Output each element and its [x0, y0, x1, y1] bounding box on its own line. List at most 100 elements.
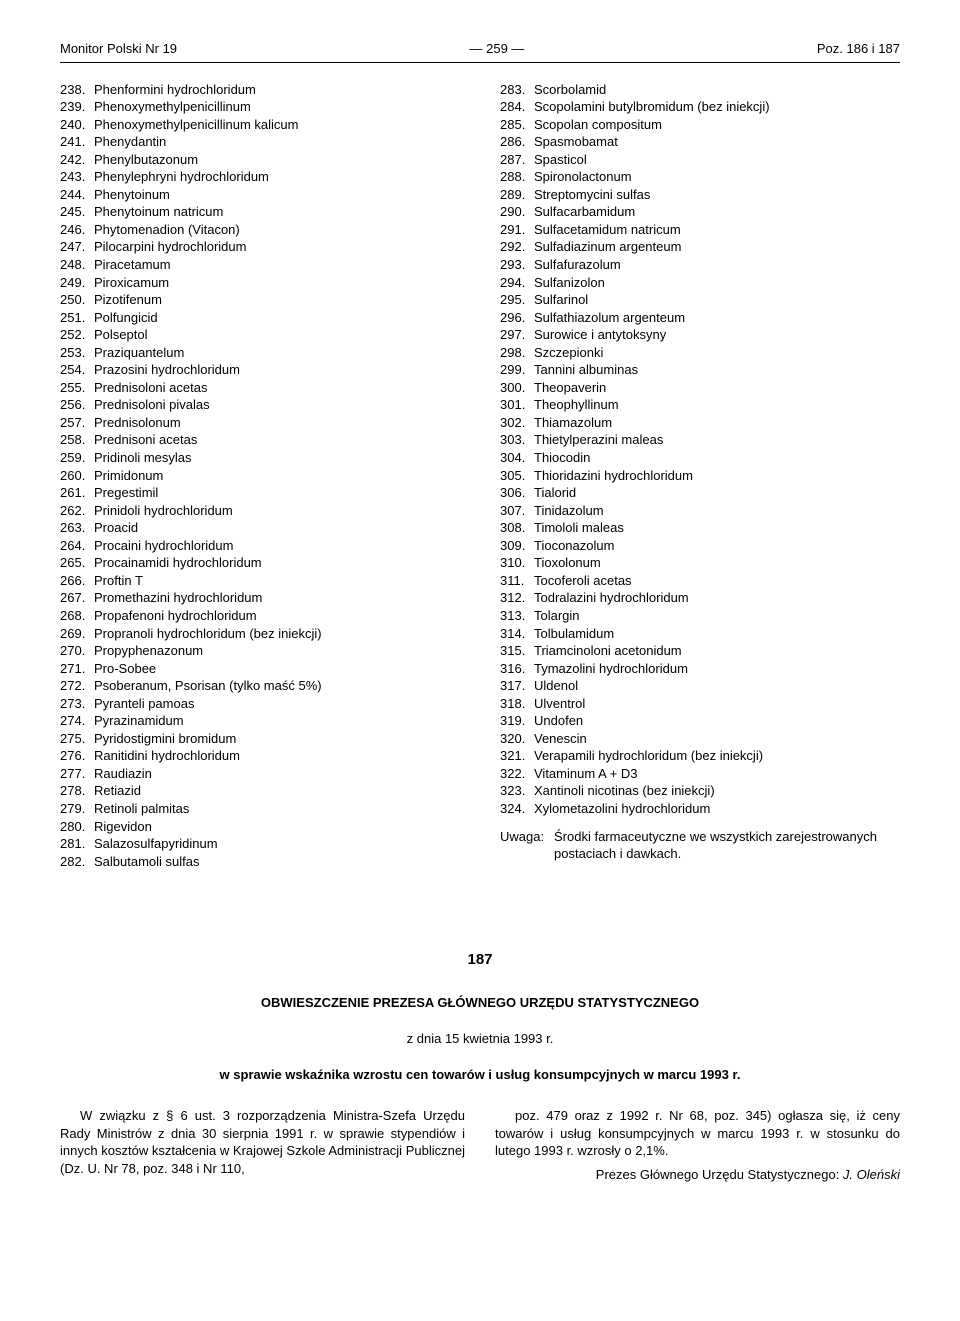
item-text: Prinidoli hydrochloridum: [94, 502, 233, 520]
list-item: 314.Tolbulamidum: [500, 625, 900, 643]
item-number: 296.: [500, 309, 534, 327]
list-item: 304.Thiocodin: [500, 449, 900, 467]
item-text: Thietylperazini maleas: [534, 431, 663, 449]
item-text: Sulfanizolon: [534, 274, 605, 292]
item-text: Proftin T: [94, 572, 143, 590]
item-text: Sulfacetamidum natricum: [534, 221, 681, 239]
list-item: 307.Tinidazolum: [500, 502, 900, 520]
list-item: 315.Triamcinoloni acetonidum: [500, 642, 900, 660]
item-number: 242.: [60, 151, 94, 169]
list-item: 240.Phenoxymethylpenicillinum kalicum: [60, 116, 460, 134]
item-text: Xylometazolini hydrochloridum: [534, 800, 710, 818]
list-item: 289.Streptomycini sulfas: [500, 186, 900, 204]
item-number: 262.: [60, 502, 94, 520]
item-text: Salbutamoli sulfas: [94, 853, 200, 871]
item-text: Phenytoinum natricum: [94, 203, 223, 221]
section-title: OBWIESZCZENIE PREZESA GŁÓWNEGO URZĘDU ST…: [60, 994, 900, 1012]
item-text: Propafenoni hydrochloridum: [94, 607, 257, 625]
list-item: 259.Pridinoli mesylas: [60, 449, 460, 467]
list-columns: 238.Phenformini hydrochloridum239.Phenox…: [60, 81, 900, 871]
list-item: 301.Theophyllinum: [500, 396, 900, 414]
item-number: 317.: [500, 677, 534, 695]
item-text: Pro-Sobee: [94, 660, 156, 678]
item-text: Thiocodin: [534, 449, 590, 467]
item-text: Sulfarinol: [534, 291, 588, 309]
item-number: 295.: [500, 291, 534, 309]
list-item: 242.Phenylbutazonum: [60, 151, 460, 169]
list-item: 297.Surowice i antytoksyny: [500, 326, 900, 344]
list-item: 292.Sulfadiazinum argenteum: [500, 238, 900, 256]
list-item: 252.Polseptol: [60, 326, 460, 344]
item-number: 244.: [60, 186, 94, 204]
item-text: Phenformini hydrochloridum: [94, 81, 256, 99]
item-number: 298.: [500, 344, 534, 362]
header-left: Monitor Polski Nr 19: [60, 40, 177, 58]
item-text: Sulfathiazolum argenteum: [534, 309, 685, 327]
list-item: 311.Tocoferoli acetas: [500, 572, 900, 590]
list-item: 253.Praziquantelum: [60, 344, 460, 362]
item-text: Ranitidini hydrochloridum: [94, 747, 240, 765]
list-item: 283.Scorbolamid: [500, 81, 900, 99]
item-number: 291.: [500, 221, 534, 239]
item-number: 302.: [500, 414, 534, 432]
item-number: 309.: [500, 537, 534, 555]
item-number: 241.: [60, 133, 94, 151]
item-text: Promethazini hydrochloridum: [94, 589, 262, 607]
item-number: 311.: [500, 572, 534, 590]
list-item: 280.Rigevidon: [60, 818, 460, 836]
item-text: Phenoxymethylpenicillinum kalicum: [94, 116, 298, 134]
item-number: 290.: [500, 203, 534, 221]
item-number: 263.: [60, 519, 94, 537]
item-number: 251.: [60, 309, 94, 327]
list-item: 322.Vitaminum A + D3: [500, 765, 900, 783]
list-item: 305.Thioridazini hydrochloridum: [500, 467, 900, 485]
item-number: 319.: [500, 712, 534, 730]
list-item: 306.Tialorid: [500, 484, 900, 502]
item-text: Tioxolonum: [534, 554, 601, 572]
item-number: 271.: [60, 660, 94, 678]
item-number: 270.: [60, 642, 94, 660]
item-text: Theophyllinum: [534, 396, 619, 414]
list-item: 317.Uldenol: [500, 677, 900, 695]
item-number: 257.: [60, 414, 94, 432]
item-number: 239.: [60, 98, 94, 116]
list-item: 319.Undofen: [500, 712, 900, 730]
item-text: Tymazolini hydrochloridum: [534, 660, 688, 678]
list-item: 288.Spironolactonum: [500, 168, 900, 186]
body-left-text: W związku z § 6 ust. 3 rozporządzenia Mi…: [60, 1107, 465, 1177]
list-item: 260.Primidonum: [60, 467, 460, 485]
item-number: 249.: [60, 274, 94, 292]
item-text: Prednisoni acetas: [94, 431, 197, 449]
list-item: 323.Xantinoli nicotinas (bez iniekcji): [500, 782, 900, 800]
list-item: 277.Raudiazin: [60, 765, 460, 783]
list-column-left: 238.Phenformini hydrochloridum239.Phenox…: [60, 81, 460, 871]
list-item: 255.Prednisoloni acetas: [60, 379, 460, 397]
item-text: Sulfafurazolum: [534, 256, 621, 274]
item-text: Polseptol: [94, 326, 147, 344]
list-item: 303.Thietylperazini maleas: [500, 431, 900, 449]
list-item: 250.Pizotifenum: [60, 291, 460, 309]
item-text: Scorbolamid: [534, 81, 606, 99]
list-item: 258.Prednisoni acetas: [60, 431, 460, 449]
item-number: 250.: [60, 291, 94, 309]
item-text: Raudiazin: [94, 765, 152, 783]
item-text: Sulfadiazinum argenteum: [534, 238, 681, 256]
list-item: 308.Timololi maleas: [500, 519, 900, 537]
list-item: 279.Retinoli palmitas: [60, 800, 460, 818]
list-item: 318.Ulventrol: [500, 695, 900, 713]
item-number: 258.: [60, 431, 94, 449]
list-item: 285.Scopolan compositum: [500, 116, 900, 134]
item-number: 264.: [60, 537, 94, 555]
item-number: 240.: [60, 116, 94, 134]
item-number: 287.: [500, 151, 534, 169]
item-text: Thioridazini hydrochloridum: [534, 467, 693, 485]
list-item: 324.Xylometazolini hydrochloridum: [500, 800, 900, 818]
list-item: 247.Pilocarpini hydrochloridum: [60, 238, 460, 256]
list-item: 321.Verapamili hydrochloridum (bez iniek…: [500, 747, 900, 765]
list-item: 244.Phenytoinum: [60, 186, 460, 204]
item-number: 279.: [60, 800, 94, 818]
item-number: 314.: [500, 625, 534, 643]
item-text: Prazosini hydrochloridum: [94, 361, 240, 379]
item-text: Tinidazolum: [534, 502, 604, 520]
list-item: 272.Psoberanum, Psorisan (tylko maść 5%): [60, 677, 460, 695]
